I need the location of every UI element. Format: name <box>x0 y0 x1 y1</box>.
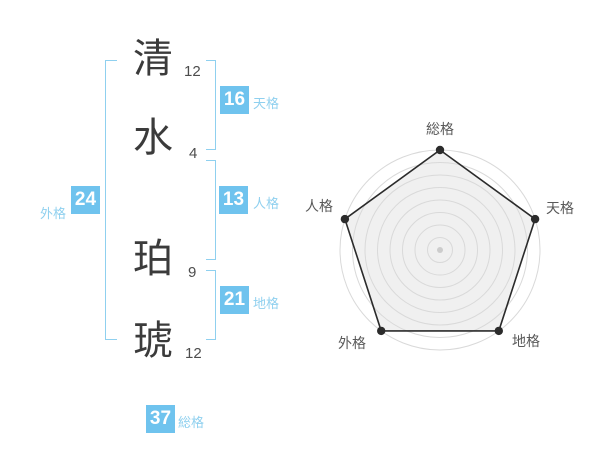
svg-text:人格: 人格 <box>305 198 333 214</box>
svg-text:総格: 総格 <box>426 121 454 137</box>
svg-text:天格: 天格 <box>546 200 574 216</box>
svg-text:外格: 外格 <box>338 335 366 351</box>
svg-text:地格: 地格 <box>512 333 540 349</box>
